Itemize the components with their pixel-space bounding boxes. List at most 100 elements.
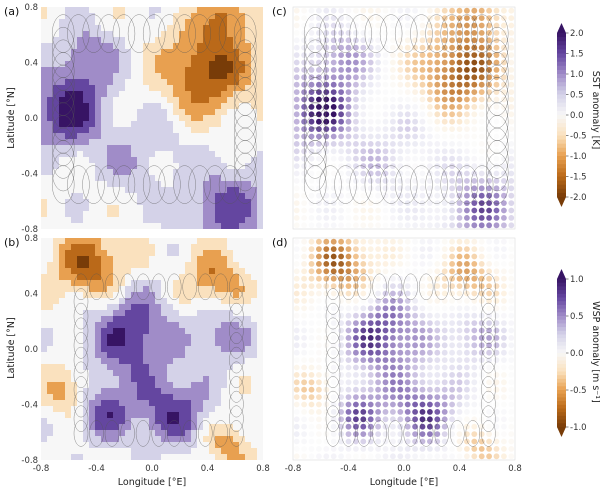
tracks-b [73,273,244,447]
data-dot [434,207,441,214]
contour-cell [209,406,216,413]
data-dot [412,312,418,319]
contour-cell [155,316,162,323]
data-dot [508,89,515,95]
contour-cell [239,169,246,176]
xtick-label: -0.8 [285,464,302,474]
contour-cell [89,418,96,425]
data-dot [478,327,485,334]
data-dot [456,320,463,326]
data-dot [493,52,500,58]
contour-cell [137,250,144,257]
contour-cell [227,157,234,164]
contour-cell [53,193,60,200]
data-dot [375,416,381,423]
contour-cell [257,376,263,383]
data-dot [449,170,455,177]
contour-cell [155,286,162,293]
data-dot [434,305,441,312]
contour-cell [167,448,174,455]
contour-cell [203,115,210,122]
data-dot [493,453,500,460]
contour-cell [161,448,168,455]
data-dot [338,30,344,36]
data-dot [397,312,404,319]
data-dot [338,372,344,378]
data-dot [323,22,330,29]
contour-cell [203,388,210,395]
data-dot [471,401,478,408]
contour-cell [47,223,54,229]
contour-cell [59,193,66,200]
contour-cell [167,358,174,365]
data-dot [427,163,433,170]
contour-cell [113,442,120,449]
contour-cell [155,37,162,44]
data-dot [375,431,381,437]
data-dot [308,133,315,140]
contour-cell [113,412,120,419]
eddy-track-ellipse [203,14,227,53]
contour-cell [47,250,54,257]
data-dot [508,386,515,393]
contour-cell [185,334,192,341]
eddy-track-ellipse [325,405,341,432]
contour-cell [203,370,210,377]
contour-cell [71,424,78,431]
contour-cell [71,352,78,359]
xtick-label: -0.8 [33,464,50,474]
eddy-track-ellipse [485,115,509,154]
data-dot [360,253,367,260]
contour-cell [71,175,78,182]
contour-cell [203,280,210,287]
contour-cell [65,169,72,176]
contour-cell [257,25,263,32]
contour-cell [161,163,168,170]
data-dot [345,305,352,312]
contour-cell [47,187,54,194]
contour-cell [167,370,174,377]
data-dot [441,222,448,229]
contour-cell [89,181,96,188]
contour-cell [191,442,198,449]
data-dot [338,215,344,221]
contour-cell [185,7,192,14]
contour-cell [125,109,132,116]
contour-cell [83,127,90,134]
contour-cell [179,352,186,359]
contour-cell [215,151,222,158]
contour-cell [143,292,150,299]
data-dot [375,44,381,51]
eddy-track-ellipse [233,39,257,79]
data-dot [412,349,418,356]
contour-cell [83,49,90,56]
contour-cell [221,358,228,365]
contour-cell [113,322,120,329]
contour-cell [59,181,66,188]
data-dot [478,170,485,177]
contour-cell [221,211,228,218]
data-dot [301,7,307,14]
contour-cell [53,334,60,341]
data-dot [456,298,463,304]
data-dot [397,222,404,229]
data-dot [434,44,441,51]
data-dot [293,89,300,95]
contour-cell [119,454,126,460]
contour-cell [191,238,198,245]
contour-cell [77,436,84,443]
contour-cell [227,79,234,86]
contour-cell [185,49,192,56]
data-dot [419,342,426,349]
data-dot [382,141,389,147]
contour-cell [113,316,120,323]
data-dot [345,111,352,118]
data-dot [404,275,411,282]
contour-cell [101,286,108,293]
data-dot [434,52,441,58]
contour-cell [59,163,66,170]
data-dot [390,30,396,36]
contour-cell [185,454,192,460]
contour-cell [257,49,263,56]
contour-cell [41,67,48,74]
